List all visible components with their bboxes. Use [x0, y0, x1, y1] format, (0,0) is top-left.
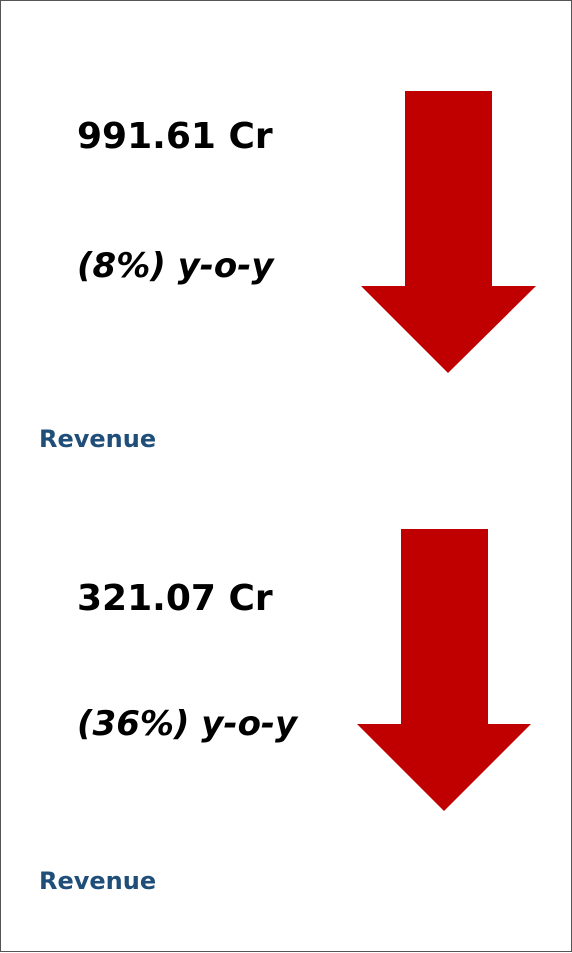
down-arrow	[361, 91, 536, 373]
metric-label: Revenue	[39, 867, 157, 895]
metric-change: (8%) y-o-y	[77, 246, 274, 286]
down-arrow	[357, 529, 531, 811]
metric-value: 991.61 Cr	[77, 116, 273, 157]
metric-change: (36%) y-o-y	[77, 704, 298, 744]
metric-value: 321.07 Cr	[77, 578, 273, 619]
metric-label: Revenue	[39, 425, 157, 453]
